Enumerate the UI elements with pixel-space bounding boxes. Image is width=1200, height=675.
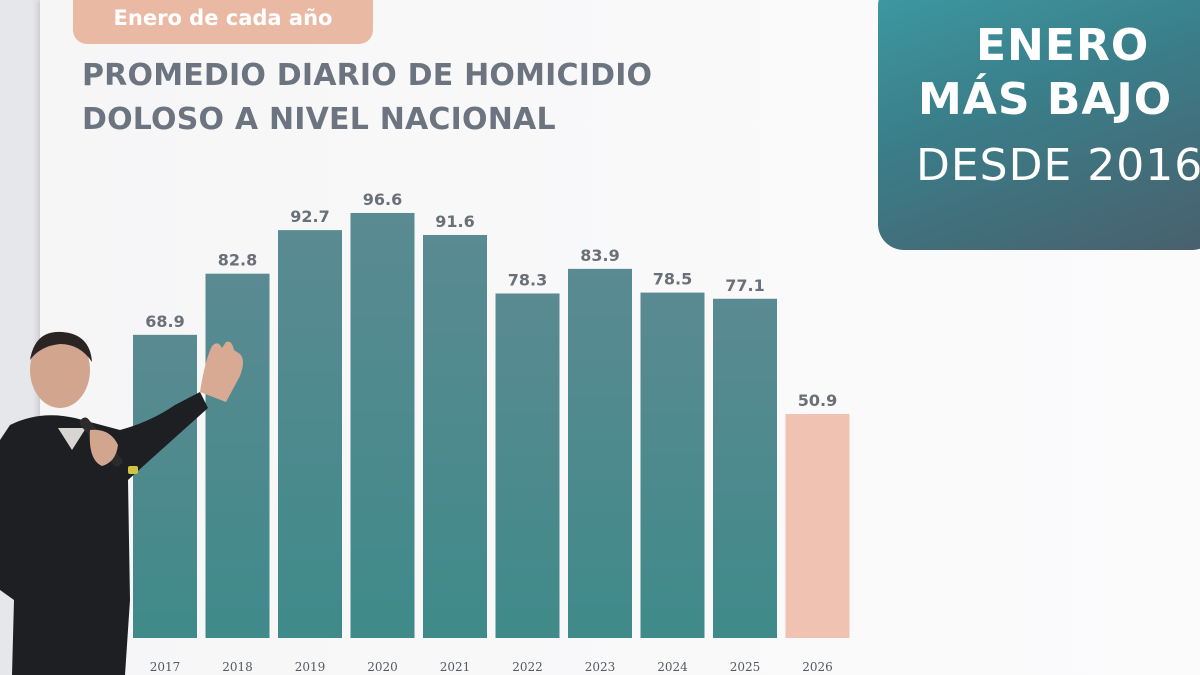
- presenter-body: [0, 392, 208, 675]
- chart-title-line-1: PROMEDIO DIARIO DE HOMICIDIO: [82, 58, 653, 93]
- value-label-2026: 50.9: [798, 391, 837, 410]
- category-label-2021: 2021: [440, 660, 471, 674]
- presenter-collar: [58, 428, 86, 450]
- value-label-2025: 77.1: [725, 276, 764, 295]
- category-label-2017: 2017: [150, 660, 181, 674]
- presenter-raised-hand: [200, 341, 243, 402]
- value-label-2022: 78.3: [508, 270, 547, 289]
- bar-2020: [350, 212, 415, 638]
- value-label-2021: 91.6: [435, 212, 474, 231]
- value-label-2017: 68.9: [145, 312, 184, 331]
- category-label-2025: 2025: [730, 660, 761, 674]
- category-label-2026: 2026: [802, 660, 833, 674]
- category-label-2024: 2024: [657, 660, 688, 674]
- bars-group: 68.9 2017 82.8 2018 92.7 2019 96.6 2020 91.6 2021…: [133, 190, 850, 674]
- value-label-2024: 78.5: [653, 270, 692, 289]
- bar-2025: [713, 298, 777, 638]
- bar-2019: [278, 230, 342, 638]
- value-label-2018: 82.8: [218, 251, 257, 270]
- category-label-2018: 2018: [222, 660, 253, 674]
- category-label-2023: 2023: [585, 660, 616, 674]
- value-label-2023: 83.9: [580, 246, 619, 265]
- bar-2024: [640, 292, 705, 638]
- bar-2018: [205, 273, 270, 638]
- bar-2021: [423, 234, 487, 638]
- badge-line-3: DESDE 2016: [916, 140, 1200, 191]
- value-label-2019: 92.7: [290, 207, 329, 226]
- category-label-2020: 2020: [367, 660, 398, 674]
- category-label-2022: 2022: [512, 660, 543, 674]
- subtitle-pill: Enero de cada año: [73, 0, 373, 44]
- bar-2017: [133, 334, 197, 638]
- value-label-2020: 96.6: [363, 190, 402, 209]
- bar-2026: [785, 414, 850, 638]
- highlight-badge: ENERO MÁS BAJO DESDE 2016: [878, 0, 1200, 250]
- category-label-2019: 2019: [295, 660, 326, 674]
- bar-2022: [495, 293, 560, 638]
- badge-line-2: MÁS BAJO: [918, 74, 1173, 125]
- presenter-hand: [89, 429, 118, 466]
- chart-title-line-2: DOLOSO A NIVEL NACIONAL: [82, 102, 556, 137]
- bar-2023: [568, 268, 632, 638]
- badge-line-1: ENERO: [976, 20, 1150, 71]
- presenter-figure: [0, 331, 243, 675]
- microphone-band: [128, 466, 138, 474]
- presenter-head: [30, 332, 90, 408]
- presenter-hair: [30, 331, 92, 362]
